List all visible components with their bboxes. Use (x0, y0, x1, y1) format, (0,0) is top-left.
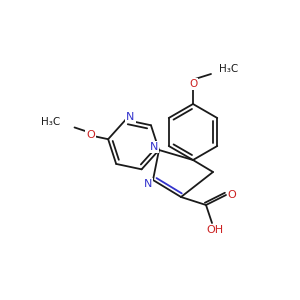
Text: N: N (144, 179, 152, 189)
Text: H₃C: H₃C (41, 117, 61, 128)
Text: O: O (228, 190, 236, 200)
Text: O: O (189, 79, 197, 89)
Text: N: N (126, 112, 135, 122)
Text: N: N (150, 142, 158, 152)
Text: O: O (86, 130, 95, 140)
Text: H₃C: H₃C (219, 64, 238, 74)
Text: OH: OH (206, 225, 224, 235)
